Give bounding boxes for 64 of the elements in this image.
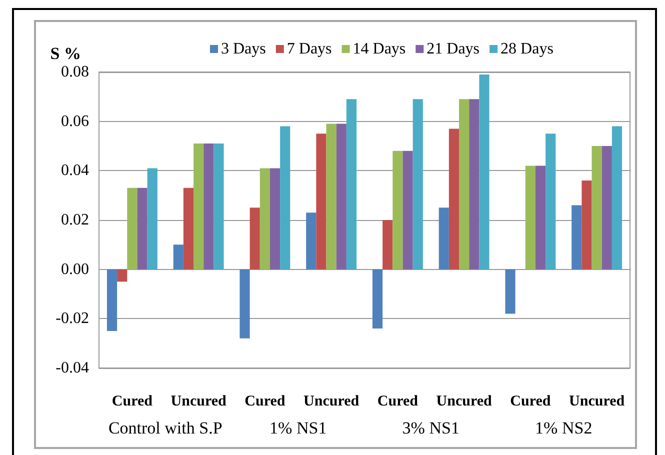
bar [260,168,270,270]
bar [525,166,536,270]
bar [250,208,260,270]
bar [147,168,158,270]
bar [240,269,250,338]
bar [412,99,423,270]
text: Control with S.P [108,418,222,438]
bar [336,124,346,270]
x-tick-label: Cured [510,394,552,410]
bar [572,205,582,270]
bar [612,126,622,270]
text: 1% NS1 [270,418,327,438]
text: 3% NS1 [402,418,460,438]
bar [402,150,413,270]
y-axis-title: S % [50,44,81,63]
legend-label: 28 Days [500,40,554,58]
bar [602,146,612,270]
bar [183,188,194,270]
bar [214,144,224,270]
bar [505,269,516,314]
legend-label: 7 Days [286,40,332,58]
bar [280,126,290,270]
bar [326,124,336,270]
x-tick-label: Uncured [569,394,626,410]
bar [204,144,214,270]
y-tick-label: -0.02 [56,310,89,328]
bar [392,150,403,270]
x-tick-label: Cured [244,394,286,410]
y-tick-label: 0.02 [61,212,89,228]
x-tick-label: Uncured [170,394,227,410]
bar [469,99,480,270]
y-tick-label: 0.06 [61,112,89,130]
bar [316,134,326,270]
bar [106,269,118,331]
y-tick-label: 0.08 [61,64,89,80]
bar [535,166,546,270]
legend-label: 21 Days [426,40,480,58]
bar [459,99,470,270]
bar [117,269,128,282]
bar [306,212,316,270]
bar [127,188,138,270]
x-tick-label: Cured [377,394,419,410]
bar [194,144,204,270]
bar [438,208,449,270]
legend-label: 3 Days [221,40,266,58]
x-tick-label: Uncured [304,394,360,410]
bar [382,220,393,270]
bar [479,74,490,270]
bar [137,188,148,270]
bar [592,146,602,270]
bar [582,180,592,270]
y-tick-label: 0.00 [61,260,89,278]
text: 1% NS2 [535,418,592,438]
bar [546,134,556,270]
bar [346,99,357,270]
bar [173,244,184,270]
y-tick-label: 0.04 [61,162,89,180]
bar [448,128,460,270]
x-tick-label: Uncured [436,394,492,410]
bar [270,168,280,270]
y-tick-label: -0.04 [56,360,89,376]
legend-label: 14 Days [352,40,406,58]
bar [372,269,383,329]
x-tick-label: Cured [112,394,154,410]
